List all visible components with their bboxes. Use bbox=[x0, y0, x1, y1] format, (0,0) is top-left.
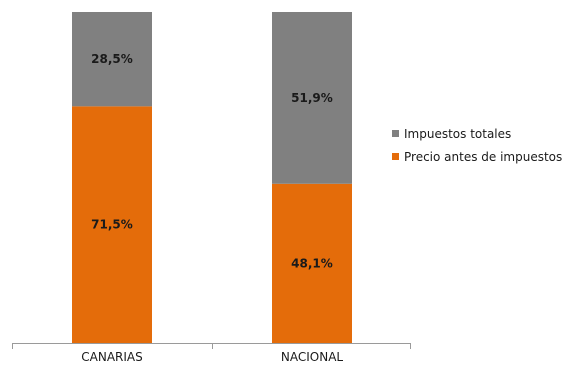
bars-group bbox=[72, 12, 352, 344]
bar-segment-nacional-0 bbox=[272, 183, 352, 343]
bar-segment-canarias-1 bbox=[72, 12, 152, 107]
legend-item-impuestos: Impuestos totales bbox=[392, 126, 562, 141]
category-label-canarias: CANARIAS bbox=[81, 350, 142, 364]
category-label-nacional: NACIONAL bbox=[281, 350, 344, 364]
legend-swatch-precio bbox=[392, 153, 399, 160]
data-label-nacional-1: 51,9% bbox=[291, 91, 333, 105]
data-label-nacional-0: 48,1% bbox=[291, 256, 333, 270]
bar-segment-canarias-0 bbox=[72, 106, 152, 344]
legend-item-precio: Precio antes de impuestos bbox=[392, 149, 562, 164]
data-labels-group: 71,5% 28,5% 48,1% 51,9% bbox=[91, 52, 333, 270]
legend-label-impuestos: Impuestos totales bbox=[404, 126, 512, 141]
legend: Impuestos totales Precio antes de impues… bbox=[392, 126, 562, 172]
bar-segment-nacional-1 bbox=[272, 12, 352, 184]
x-axis: CANARIAS NACIONAL bbox=[12, 343, 411, 364]
data-label-canarias-0: 71,5% bbox=[91, 218, 133, 232]
legend-label-precio: Precio antes de impuestos bbox=[404, 149, 563, 164]
legend-swatch-impuestos bbox=[392, 130, 399, 137]
data-label-canarias-1: 28,5% bbox=[91, 52, 133, 66]
